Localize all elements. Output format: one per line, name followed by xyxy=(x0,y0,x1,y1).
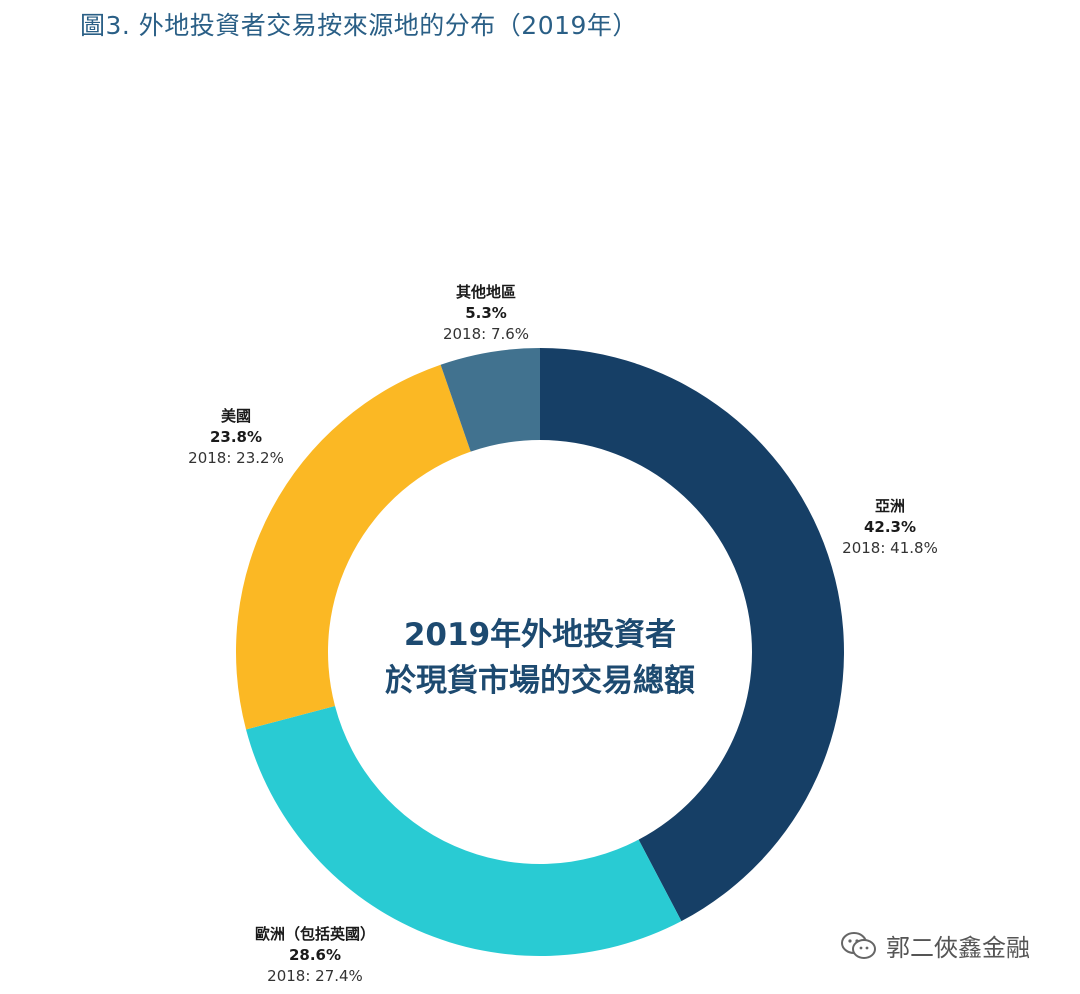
donut-slice-3 xyxy=(440,348,540,452)
slice-value-label: 5.3% xyxy=(465,304,507,322)
slice-label-3: 其他地區 5.3% 2018: 7.6% xyxy=(443,282,529,345)
slice-name: 美國 xyxy=(220,407,251,425)
slice-name: 亞洲 xyxy=(874,497,905,515)
slice-value-label: 28.6% xyxy=(288,946,342,964)
donut-slice-1 xyxy=(246,706,682,956)
slice-label-1: 歐洲（包括英國） 28.6% 2018: 27.4% xyxy=(255,924,375,987)
slice-name: 其他地區 xyxy=(455,283,517,301)
slice-prev-label: 2018: 27.4% xyxy=(267,967,363,985)
donut-slice-2 xyxy=(235,364,471,730)
slice-value-label: 42.3% xyxy=(863,518,917,536)
watermark: 郭二俠鑫金融 xyxy=(840,928,1030,963)
donut-slice-0 xyxy=(540,348,844,922)
wechat-icon xyxy=(840,930,878,962)
center-label: 2019年外地投資者 於現貨市場的交易總額 xyxy=(385,612,695,704)
slice-name: 歐洲（包括英國） xyxy=(254,925,376,943)
center-label-line-1: 2019年外地投資者 xyxy=(403,617,677,653)
slice-value-label: 23.8% xyxy=(209,428,263,446)
chart-title: 圖3. 外地投資者交易按來源地的分布（2019年） xyxy=(80,11,638,40)
slice-label-0: 亞洲 42.3% 2018: 41.8% xyxy=(842,496,938,559)
watermark-text: 郭二俠鑫金融 xyxy=(886,934,1030,962)
slice-prev-label: 2018: 23.2% xyxy=(188,449,284,467)
center-label-line-2: 於現貨市場的交易總額 xyxy=(385,663,695,699)
slice-prev-label: 2018: 41.8% xyxy=(842,539,938,557)
slice-label-2: 美國 23.8% 2018: 23.2% xyxy=(188,406,284,469)
slice-prev-label: 2018: 7.6% xyxy=(442,325,530,343)
